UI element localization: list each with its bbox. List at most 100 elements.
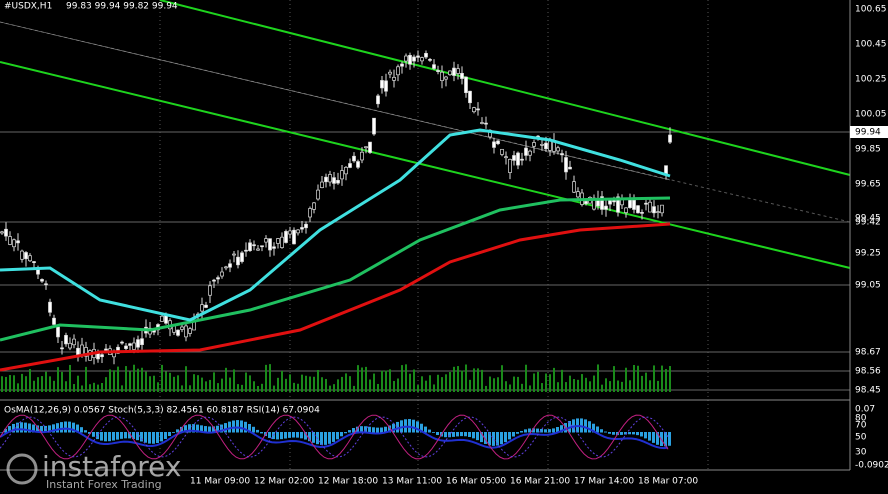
volume <box>181 385 183 392</box>
osma-bar <box>56 423 59 433</box>
candle <box>204 304 208 308</box>
volume <box>449 371 451 392</box>
candle <box>648 201 652 213</box>
volume <box>373 373 375 392</box>
volume <box>217 383 219 392</box>
osma-bar <box>104 432 107 442</box>
osma-bar <box>420 423 423 433</box>
candle <box>432 64 436 69</box>
volume <box>385 370 387 392</box>
candle <box>268 238 272 251</box>
price-label: 98.67 <box>855 348 881 358</box>
volume <box>237 384 239 392</box>
osma-bar <box>500 432 503 445</box>
price-label: 99.85 <box>855 145 881 155</box>
osma-bar <box>156 432 159 444</box>
volume <box>513 376 515 392</box>
volume <box>45 371 47 392</box>
candle <box>576 191 580 198</box>
candle <box>180 326 184 330</box>
osma-bar <box>224 423 227 433</box>
candle <box>532 142 536 147</box>
volume <box>253 381 255 392</box>
volume <box>325 378 327 392</box>
osma-bar <box>176 429 179 433</box>
volume <box>177 375 179 392</box>
osma-bar <box>280 432 283 440</box>
volume <box>269 364 271 392</box>
candle <box>140 338 144 345</box>
candle <box>276 238 280 244</box>
candle <box>12 239 16 248</box>
osma-bar <box>340 432 343 437</box>
candle <box>484 122 488 125</box>
osma-bar <box>216 425 219 433</box>
volume <box>629 380 631 392</box>
volume <box>265 364 267 392</box>
osma-bar <box>668 432 671 446</box>
volume <box>317 369 319 392</box>
volume <box>37 377 39 392</box>
volume <box>473 368 475 392</box>
candle <box>324 176 328 183</box>
candle <box>340 170 344 180</box>
osma-bar <box>116 432 119 440</box>
volume <box>169 372 171 392</box>
candle <box>500 148 504 155</box>
osma-bar <box>276 432 279 440</box>
osma-bar <box>428 429 431 433</box>
osma-bar <box>368 426 371 433</box>
osma-bar <box>256 429 259 433</box>
volume <box>89 384 91 392</box>
candle <box>72 338 76 346</box>
time-label: 11 Mar 09:00 <box>190 477 250 487</box>
candle <box>344 166 348 175</box>
time-label: 18 Mar 07:00 <box>638 477 698 487</box>
volume <box>625 367 627 392</box>
volume <box>649 380 651 392</box>
candle <box>444 76 448 80</box>
osma-bar <box>356 426 359 433</box>
volume <box>165 371 167 392</box>
volume <box>425 380 427 392</box>
volume <box>637 365 639 392</box>
osma-bar <box>604 431 607 433</box>
oscillator <box>0 414 671 460</box>
candle <box>228 263 232 268</box>
volume <box>577 379 579 392</box>
volume <box>609 381 611 392</box>
price-label: 99.45 <box>855 214 881 224</box>
osma-bar <box>168 432 171 437</box>
osma-bar <box>376 427 379 433</box>
candle <box>332 177 336 184</box>
indicator-axis-label: -0.0902 <box>855 461 888 471</box>
candle <box>272 246 276 249</box>
candle <box>420 57 424 62</box>
candle <box>68 342 72 349</box>
osma-bar <box>200 425 203 433</box>
price-label: 100.05 <box>855 110 887 120</box>
osma-bar <box>372 427 375 433</box>
volume <box>509 384 511 392</box>
candle <box>64 335 68 345</box>
candle <box>208 285 212 296</box>
osma-bar <box>336 432 339 440</box>
candle <box>348 163 352 168</box>
candle <box>408 54 412 65</box>
osma-bar <box>444 432 447 438</box>
candle <box>296 229 300 234</box>
volume <box>85 366 87 392</box>
osma-bar <box>312 432 315 443</box>
volume <box>593 375 595 392</box>
volume <box>9 375 11 392</box>
volume <box>389 369 391 392</box>
candle <box>284 231 288 243</box>
volume <box>457 366 459 392</box>
price-label: 98.56 <box>855 367 881 377</box>
stoch-signal <box>0 416 669 458</box>
candle <box>568 166 572 170</box>
osma-bar <box>608 432 611 434</box>
candle <box>16 240 20 244</box>
volume <box>485 385 487 392</box>
